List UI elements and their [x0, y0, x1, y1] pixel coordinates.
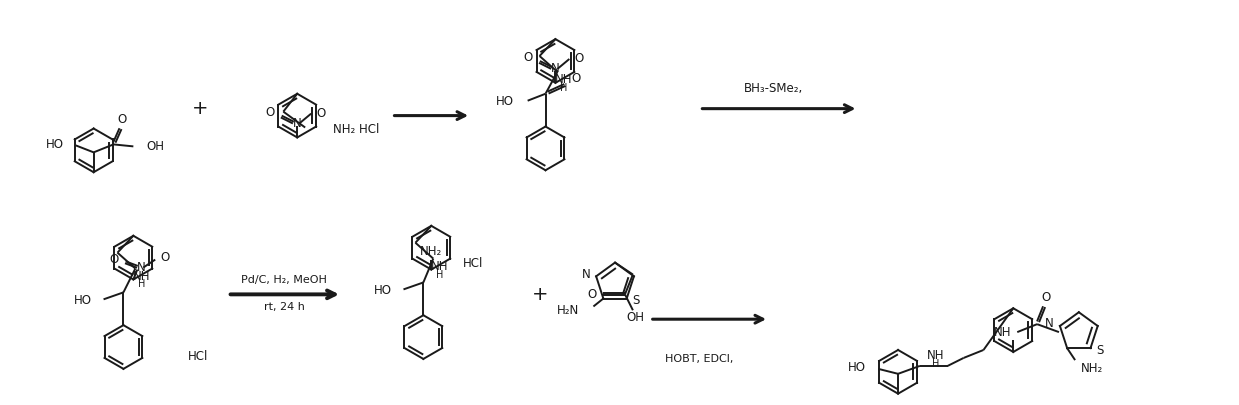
Text: NH: NH [430, 260, 449, 273]
Text: O: O [571, 72, 581, 85]
Text: HO: HO [849, 361, 866, 374]
Text: HO: HO [46, 138, 64, 151]
Text: NH: NH [133, 270, 150, 283]
Text: O: O [1042, 291, 1051, 304]
Text: +: + [533, 285, 549, 304]
Text: HO: HO [73, 294, 92, 307]
Text: N: N [292, 117, 301, 130]
Text: +: + [192, 99, 208, 118]
Text: O: O [316, 107, 326, 120]
Text: S: S [633, 294, 641, 307]
Text: Pd/C, H₂, MeOH: Pd/C, H₂, MeOH [242, 275, 327, 286]
Text: N: N [581, 268, 590, 281]
Text: NH₂ HCl: NH₂ HCl [333, 123, 379, 136]
Text: NH: NH [555, 73, 572, 86]
Text: O: O [109, 253, 119, 266]
Text: OH: OH [626, 311, 644, 324]
Text: HO: HO [374, 284, 392, 297]
Text: H: H [932, 359, 939, 369]
Text: H: H [138, 279, 145, 290]
Text: BH₃-SMe₂,: BH₃-SMe₂, [745, 82, 804, 95]
Text: NH₂: NH₂ [420, 245, 442, 258]
Text: NH: NH [994, 326, 1011, 339]
Text: HOBT, EDCl,: HOBT, EDCl, [665, 354, 733, 364]
Text: O: O [118, 113, 128, 126]
Text: H₂N: H₂N [558, 304, 580, 317]
Text: O: O [523, 51, 533, 64]
Text: N: N [551, 62, 560, 75]
Text: O: O [160, 251, 170, 264]
Text: O: O [575, 53, 584, 66]
Text: rt, 24 h: rt, 24 h [264, 302, 305, 312]
Text: OH: OH [146, 140, 165, 153]
Text: O: O [265, 106, 274, 119]
Text: N: N [1046, 318, 1054, 330]
Text: HCl: HCl [188, 350, 208, 363]
Text: HCl: HCl [463, 257, 483, 270]
Text: H: H [436, 269, 442, 279]
Text: HO: HO [496, 95, 514, 108]
Text: O: O [587, 288, 596, 301]
Text: S: S [1097, 344, 1104, 357]
Text: NH: NH [927, 350, 944, 362]
Text: N: N [138, 261, 146, 274]
Text: H: H [560, 83, 567, 93]
Text: NH₂: NH₂ [1082, 362, 1103, 375]
